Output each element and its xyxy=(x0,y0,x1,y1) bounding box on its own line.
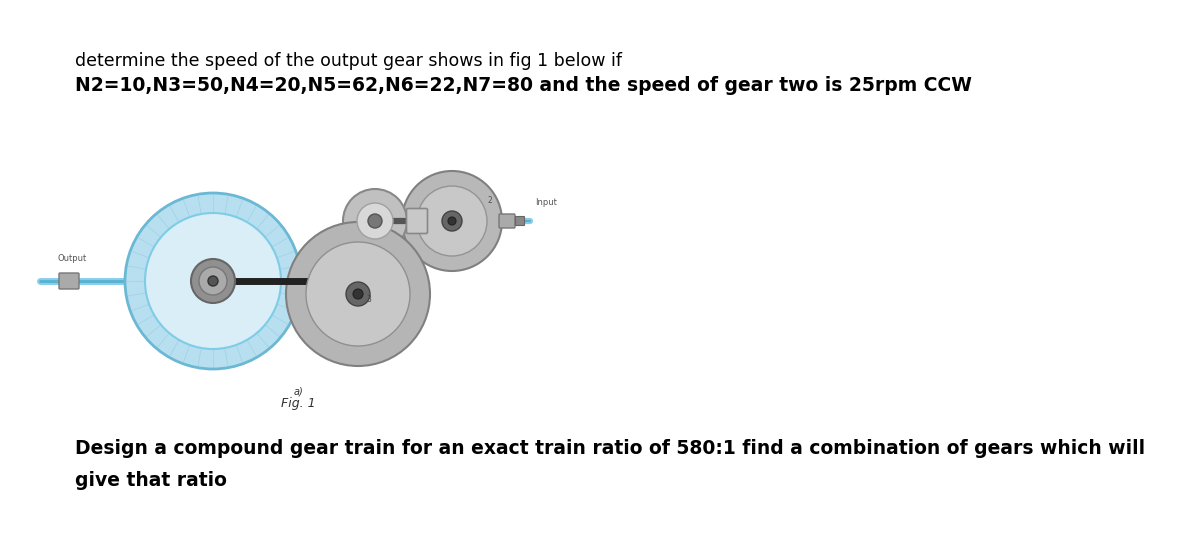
Circle shape xyxy=(448,217,456,225)
FancyBboxPatch shape xyxy=(515,217,524,225)
Text: Fig. 1: Fig. 1 xyxy=(281,397,315,410)
Circle shape xyxy=(125,193,301,369)
Circle shape xyxy=(357,203,393,239)
FancyBboxPatch shape xyxy=(59,273,79,289)
Circle shape xyxy=(346,282,370,306)
Circle shape xyxy=(200,267,227,295)
Circle shape xyxy=(191,259,235,303)
Text: a): a) xyxy=(293,387,302,397)
Circle shape xyxy=(417,186,487,256)
Text: give that ratio: give that ratio xyxy=(76,471,227,490)
Circle shape xyxy=(306,242,410,346)
Circle shape xyxy=(145,213,281,349)
Circle shape xyxy=(353,289,363,299)
Circle shape xyxy=(368,214,381,228)
Text: 3: 3 xyxy=(366,295,371,304)
Circle shape xyxy=(286,222,430,366)
Circle shape xyxy=(342,189,407,253)
Text: 2: 2 xyxy=(488,196,492,205)
Text: Output: Output xyxy=(58,254,86,263)
Text: determine the speed of the output gear shows in fig 1 below if: determine the speed of the output gear s… xyxy=(76,52,622,70)
FancyBboxPatch shape xyxy=(500,214,515,228)
Text: Input: Input xyxy=(535,198,557,207)
FancyBboxPatch shape xyxy=(406,209,428,233)
Circle shape xyxy=(442,211,462,231)
Text: N2=10,N3=50,N4=20,N5=62,N6=22,N7=80 and the speed of gear two is 25rpm CCW: N2=10,N3=50,N4=20,N5=62,N6=22,N7=80 and … xyxy=(76,76,972,95)
Circle shape xyxy=(402,171,502,271)
Circle shape xyxy=(208,276,218,286)
Text: Design a compound gear train for an exact train ratio of 580:1 find a combinatio: Design a compound gear train for an exac… xyxy=(76,439,1146,458)
